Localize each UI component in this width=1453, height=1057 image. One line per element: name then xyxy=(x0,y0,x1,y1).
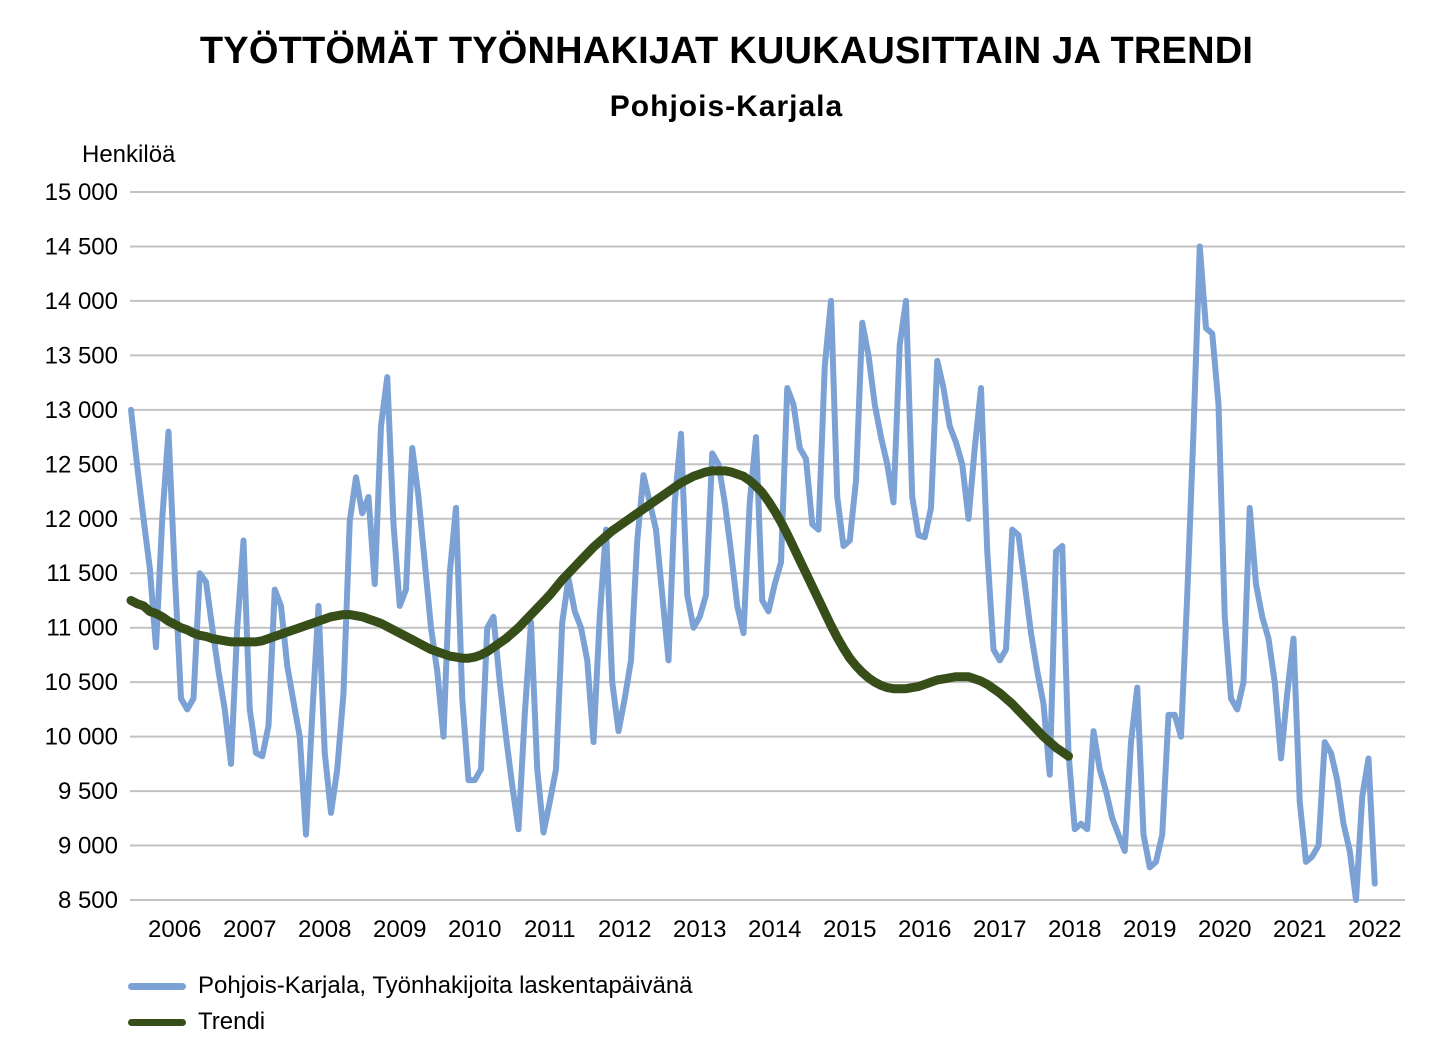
x-tick-label: 2020 xyxy=(1198,916,1251,943)
chart-title: TYÖTTÖMÄT TYÖNHAKIJAT KUUKAUSITTAIN JA T… xyxy=(199,30,1254,72)
y-tick-label: 11 000 xyxy=(46,615,118,642)
gridlines xyxy=(130,191,1405,901)
y-tick-label: 10 000 xyxy=(45,724,118,751)
y-tick-label: 13 500 xyxy=(45,342,118,369)
x-tick-label: 2021 xyxy=(1273,916,1326,943)
x-tick-label: 2012 xyxy=(598,916,651,943)
y-tick-label: 15 000 xyxy=(45,179,118,206)
x-tick-label: 2011 xyxy=(524,916,576,943)
x-tick-label: 2016 xyxy=(898,916,951,943)
x-tick-label: 2009 xyxy=(373,916,426,943)
x-tick-label: 2006 xyxy=(148,916,201,943)
y-axis-ticks: 8 500 9 000 9 500 10 000 10 500 11 000 11 500 1… xyxy=(45,179,118,914)
x-tick-label: 2018 xyxy=(1048,916,1101,943)
y-axis-label: Henkilöä xyxy=(82,141,176,168)
y-tick-label: 12 000 xyxy=(45,506,118,533)
y-tick-label: 11 500 xyxy=(46,560,118,587)
y-tick-label: 14 500 xyxy=(45,233,118,260)
series-line-monthly xyxy=(128,243,1378,903)
y-tick-label: 9 000 xyxy=(58,833,118,860)
x-axis-ticks: 2006 2007 2008 2009 2010 2011 2012 2013 2014 2015… xyxy=(148,916,1401,943)
y-tick-label: 9 500 xyxy=(58,778,118,805)
series-line-trend xyxy=(126,466,1073,761)
x-tick-label: 2017 xyxy=(973,916,1026,943)
legend-item-monthly: Pohjois-Karjala, Työnhakijoita laskentap… xyxy=(128,968,693,1004)
chart-subtitle: Pohjois-Karjala xyxy=(609,90,844,123)
x-tick-label: 2007 xyxy=(223,916,276,943)
legend-label-trend: Trendi xyxy=(198,1008,266,1035)
x-tick-label: 2010 xyxy=(448,916,501,943)
x-tick-label: 2015 xyxy=(823,916,876,943)
y-tick-label: 10 500 xyxy=(45,669,118,696)
legend: Pohjois-Karjala, Työnhakijoita laskentap… xyxy=(128,968,693,1040)
x-tick-label: 2022 xyxy=(1348,916,1401,943)
x-tick-label: 2014 xyxy=(748,916,801,943)
legend-swatch-monthly xyxy=(128,982,186,990)
series-lines xyxy=(126,243,1378,903)
legend-label-monthly: Pohjois-Karjala, Työnhakijoita laskentap… xyxy=(198,972,693,999)
y-tick-label: 12 500 xyxy=(45,451,118,478)
x-tick-label: 2008 xyxy=(298,916,351,943)
x-tick-label: 2019 xyxy=(1123,916,1176,943)
y-tick-label: 13 000 xyxy=(45,397,118,424)
legend-swatch-trend xyxy=(128,1018,186,1026)
legend-item-trend: Trendi xyxy=(128,1004,693,1040)
y-tick-label: 14 000 xyxy=(45,288,118,315)
x-tick-label: 2013 xyxy=(673,916,726,943)
y-tick-label: 8 500 xyxy=(58,887,118,914)
